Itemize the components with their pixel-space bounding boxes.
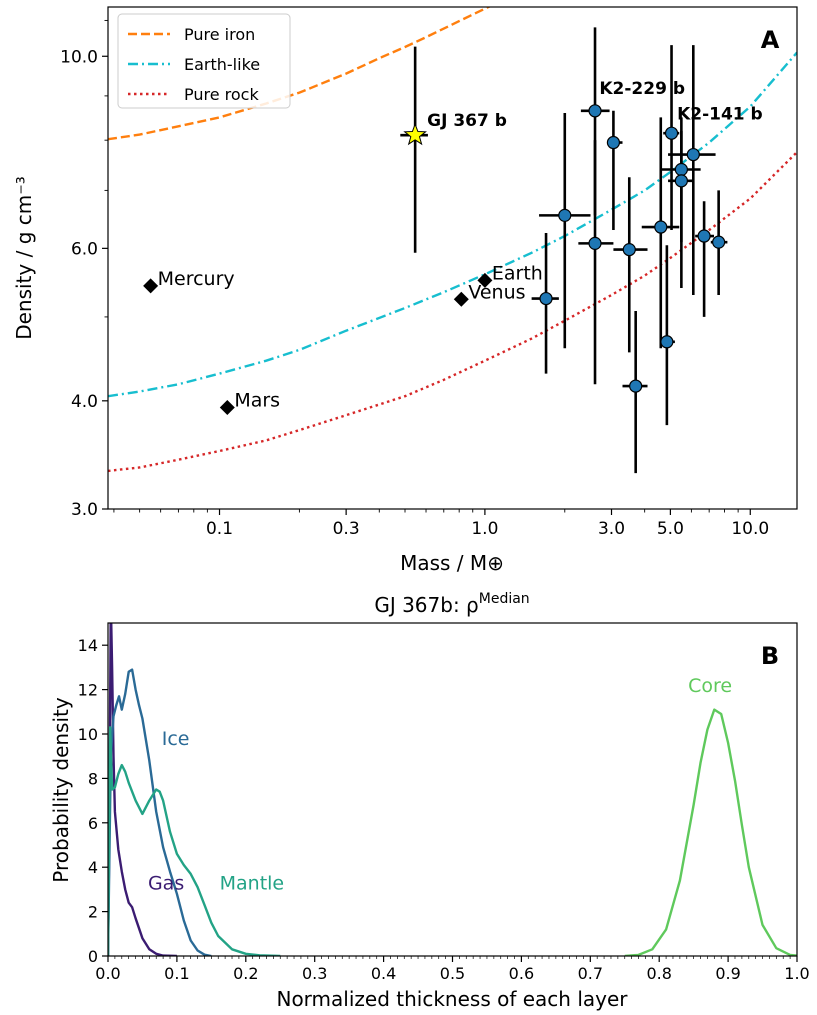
panel-b-x-tick-label: 0.5 [440,964,465,983]
panel-b: GJ 367b: ρMedian Gas Ice Mantle Core 0.0 0.1… [49,591,810,1011]
solar-system-planet-label: Earth [492,262,543,284]
panel-a-model-curves [108,7,797,473]
panel-a-y-tick-label: 3.0 [71,500,98,520]
exoplanet-point [588,104,602,118]
panel-b-y-tick-label: 2 [88,903,98,922]
panel-a-x-tick-label: 0.3 [333,519,360,539]
panel-a-frame [107,6,798,510]
legend-box [117,13,291,109]
panel-b-y-tick-label: 12 [78,681,98,700]
panel-b-x-tick-label: 0.3 [302,964,327,983]
exoplanet-point [622,243,636,257]
solar-system-planet-label: Mars [234,389,280,411]
legend-label: Pure rock [184,85,259,104]
series-line-gas [108,623,177,956]
exoplanet-point [674,162,688,177]
exoplanet-point [588,236,602,250]
panel-a-y-axis-label: Density / g cm⁻³ [12,176,36,340]
legend-label: Earth-like [184,55,260,74]
panel-b-background [108,623,797,956]
exoplanet-annotation: K2-141 b [677,105,763,125]
series-line-mantle [108,726,281,956]
exoplanet-point [654,220,668,234]
model-curve-earth-like [108,51,797,398]
exoplanet-point [629,379,643,393]
solar-system-planet-marker [219,399,235,415]
panel-b-x-tick-label: 0.1 [164,964,189,983]
exoplanet-annotation: K2-229 b [599,79,685,99]
series-line-ice [108,668,212,956]
panel-a-legend: Pure iron Earth-like Pure rock [117,13,291,109]
panel-a-y-tick-label: 4.0 [71,392,98,412]
panel-b-y-tick-label: 14 [78,636,98,655]
exoplanet-point [539,291,553,306]
panel-b-frame [107,622,798,957]
panel-b-title-main: GJ 367b: ρ [374,593,478,617]
exoplanet-point [660,335,674,349]
solar-system-planet-marker [453,291,469,307]
panel-b-series-labels: Gas Ice Mantle Core [148,675,732,895]
panel-a-x-tick-label: 5.0 [657,519,684,539]
panel-b-x-tick-label: 0.4 [371,964,396,983]
solar-system-planet-marker [143,278,159,294]
solar-system-planet-label: Mercury [158,268,235,290]
panel-b-title: GJ 367b: ρMedian [374,591,529,617]
panel-b-x-tick-label: 0.0 [95,964,120,983]
exoplanet-point [664,126,679,140]
series-label-gas: Gas [148,872,184,894]
panel-b-x-tick-label: 0.8 [646,964,671,983]
exoplanet-point [697,229,711,243]
panel-a-y-tick-label: 6.0 [71,239,98,259]
panel-b-x-tick-label: 0.2 [233,964,258,983]
panel-b-x-tick-label: 0.9 [715,964,740,983]
panel-b-x-tick-label: 0.7 [578,964,603,983]
panel-a-points [143,27,728,474]
gj367b-star-marker [403,122,427,146]
model-curve-pure-iron [108,7,492,141]
panel-b-y-tick-label: 4 [88,858,98,877]
series-label-ice: Ice [162,728,190,750]
panel-a-label: A [761,26,780,54]
panel-a-y-tick-label: 10.0 [60,47,98,67]
panel-b-label: B [761,642,779,670]
series-label-mantle: Mantle [220,872,284,894]
exoplanet-point [558,208,572,222]
exoplanet-point [606,135,621,150]
panel-a-axes: 0.1 0.3 1.0 3.0 5.0 10.0 3.0 4.0 6.0 10.0 [60,19,769,539]
panel-b-y-tick-label: 0 [88,947,98,966]
exoplanet-point [686,147,700,162]
panel-a-x-tick-label: 0.1 [206,519,233,539]
panel-b-series [108,623,797,956]
panel-a-x-tick-label: 3.0 [598,519,625,539]
solar-system-planet-marker [477,272,493,288]
panel-b-x-axis-label: Normalized thickness of each layer [276,987,628,1011]
panel-b-x-tick-label: 1.0 [784,964,809,983]
panel-b-title-superscript: Median [479,591,530,607]
panel-a-x-axis-label: Mass / M⊕ [400,551,504,575]
panel-a-x-tick-label: 10.0 [731,519,769,539]
panel-b-x-tick-label: 0.6 [509,964,534,983]
panel-b-y-tick-label: 8 [88,769,98,788]
legend-label: Pure iron [184,25,255,44]
exoplanet-point [674,174,688,188]
panel-a-x-tick-label: 1.0 [471,519,498,539]
exoplanet-point [712,235,726,249]
panel-b-y-tick-label: 10 [78,725,98,744]
solar-system-planet-label: Venus [468,281,525,303]
panel-b-axes: 0.0 0.1 0.2 0.3 0.4 0.5 0.6 0.7 0.8 0.9 1.0 0 2 4 6 8 10… [78,636,810,983]
gj367b-label: GJ 367 b [427,111,507,131]
panel-b-y-axis-label: Probability density [49,697,73,883]
panel-b-y-tick-label: 6 [88,814,98,833]
series-line-core [624,708,797,956]
series-label-core: Core [688,675,732,697]
